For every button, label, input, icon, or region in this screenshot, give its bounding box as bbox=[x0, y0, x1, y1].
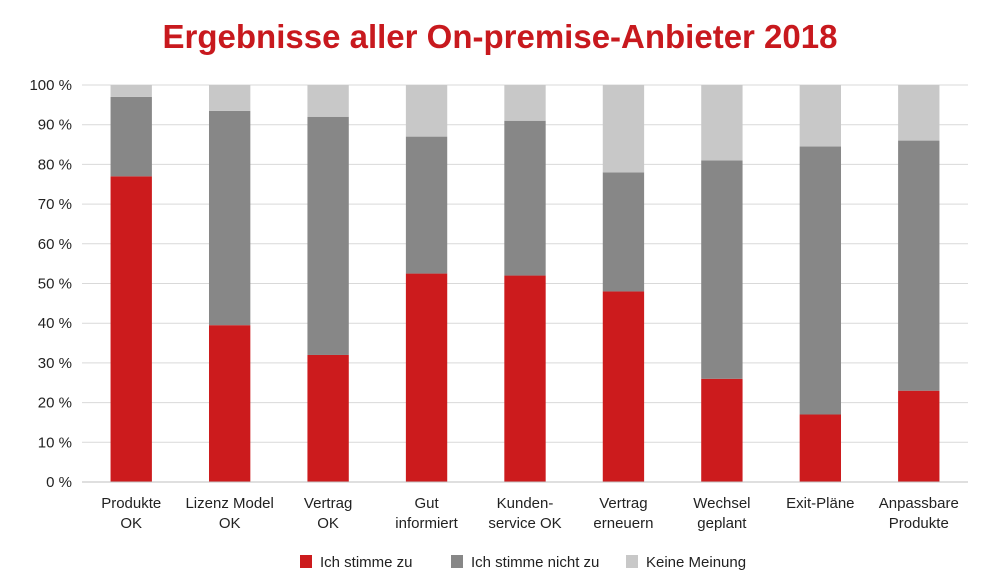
bar-segment-keine-meinung bbox=[602, 85, 645, 173]
y-tick-label: 80 % bbox=[38, 156, 72, 173]
bar-segment-ich-stimme-zu bbox=[602, 291, 645, 482]
y-tick-label: 50 % bbox=[38, 276, 72, 293]
chart-title: Ergebnisse aller On-premise-Anbieter 201… bbox=[162, 18, 838, 55]
legend-swatch bbox=[451, 555, 463, 568]
y-axis-ticks: 0 % 10 % 20 % 30 % 40 % 50 % 60 % 70 % 80 % 90 % 1… bbox=[29, 77, 72, 491]
y-tick-label: 40 % bbox=[38, 315, 72, 332]
legend: Ich stimme zu Ich stimme nicht zu Keine Me… bbox=[300, 554, 746, 571]
x-category-label: Exit-Pläne bbox=[786, 495, 854, 512]
x-category-label: Gut informiert bbox=[395, 495, 458, 532]
bar-segment-ich-stimme-nicht-zu bbox=[504, 120, 546, 276]
bar-segment-keine-meinung bbox=[307, 85, 349, 117]
x-axis-category-labels: Produkte OK Lizenz Model OK Vertrag OK Gut info… bbox=[101, 495, 959, 532]
bar-segment-ich-stimme-zu bbox=[110, 176, 152, 482]
x-category-label: Lizenz Model OK bbox=[185, 495, 273, 532]
bar-segment-ich-stimme-zu bbox=[307, 354, 349, 482]
bar-segment-keine-meinung bbox=[208, 85, 251, 111]
bar-segment-ich-stimme-zu bbox=[898, 390, 940, 482]
y-tick-label: 0 % bbox=[46, 474, 72, 491]
bar-segment-keine-meinung bbox=[799, 85, 842, 147]
bar-segment-ich-stimme-zu bbox=[208, 325, 251, 482]
bar-segment-ich-stimme-nicht-zu bbox=[799, 146, 842, 415]
y-tick-label: 60 % bbox=[38, 236, 72, 253]
x-category-label: Vertrag OK bbox=[304, 495, 352, 532]
bar-segment-keine-meinung bbox=[405, 85, 448, 137]
x-category-label: Wechsel geplant bbox=[693, 495, 750, 532]
y-tick-label: 30 % bbox=[38, 355, 72, 372]
bar-segment-keine-meinung bbox=[110, 85, 152, 97]
x-category-label: Anpassbare Produkte bbox=[879, 495, 959, 532]
bars bbox=[110, 85, 940, 482]
y-tick-label: 100 % bbox=[29, 77, 72, 94]
bar-segment-keine-meinung bbox=[701, 85, 743, 161]
bar-segment-keine-meinung bbox=[504, 85, 546, 121]
y-tick-label: 70 % bbox=[38, 196, 72, 213]
bar-segment-ich-stimme-nicht-zu bbox=[307, 116, 349, 355]
y-tick-label: 20 % bbox=[38, 395, 72, 412]
bar-segment-ich-stimme-zu bbox=[799, 414, 842, 482]
bar-segment-ich-stimme-zu bbox=[405, 273, 448, 482]
legend-swatch bbox=[300, 555, 312, 568]
legend-swatch bbox=[626, 555, 638, 568]
x-category-label: Kunden-service OK bbox=[488, 495, 561, 532]
x-category-label: Vertrag erneuern bbox=[593, 495, 653, 532]
legend-label: Ich stimme nicht zu bbox=[471, 554, 599, 571]
bar-segment-ich-stimme-nicht-zu bbox=[602, 172, 645, 292]
bar-segment-ich-stimme-nicht-zu bbox=[898, 140, 940, 391]
y-tick-label: 90 % bbox=[38, 117, 72, 134]
x-category-label: Produkte OK bbox=[101, 495, 161, 532]
bar-segment-ich-stimme-nicht-zu bbox=[405, 136, 448, 274]
legend-label: Keine Meinung bbox=[646, 554, 746, 571]
bar-segment-ich-stimme-nicht-zu bbox=[110, 96, 152, 177]
y-tick-label: 10 % bbox=[38, 434, 72, 451]
bar-segment-ich-stimme-zu bbox=[701, 378, 743, 482]
bar-segment-ich-stimme-nicht-zu bbox=[208, 110, 251, 326]
bar-segment-ich-stimme-nicht-zu bbox=[701, 160, 743, 379]
bar-segment-ich-stimme-zu bbox=[504, 275, 546, 482]
legend-label: Ich stimme zu bbox=[320, 554, 413, 571]
bar-segment-keine-meinung bbox=[898, 85, 940, 141]
